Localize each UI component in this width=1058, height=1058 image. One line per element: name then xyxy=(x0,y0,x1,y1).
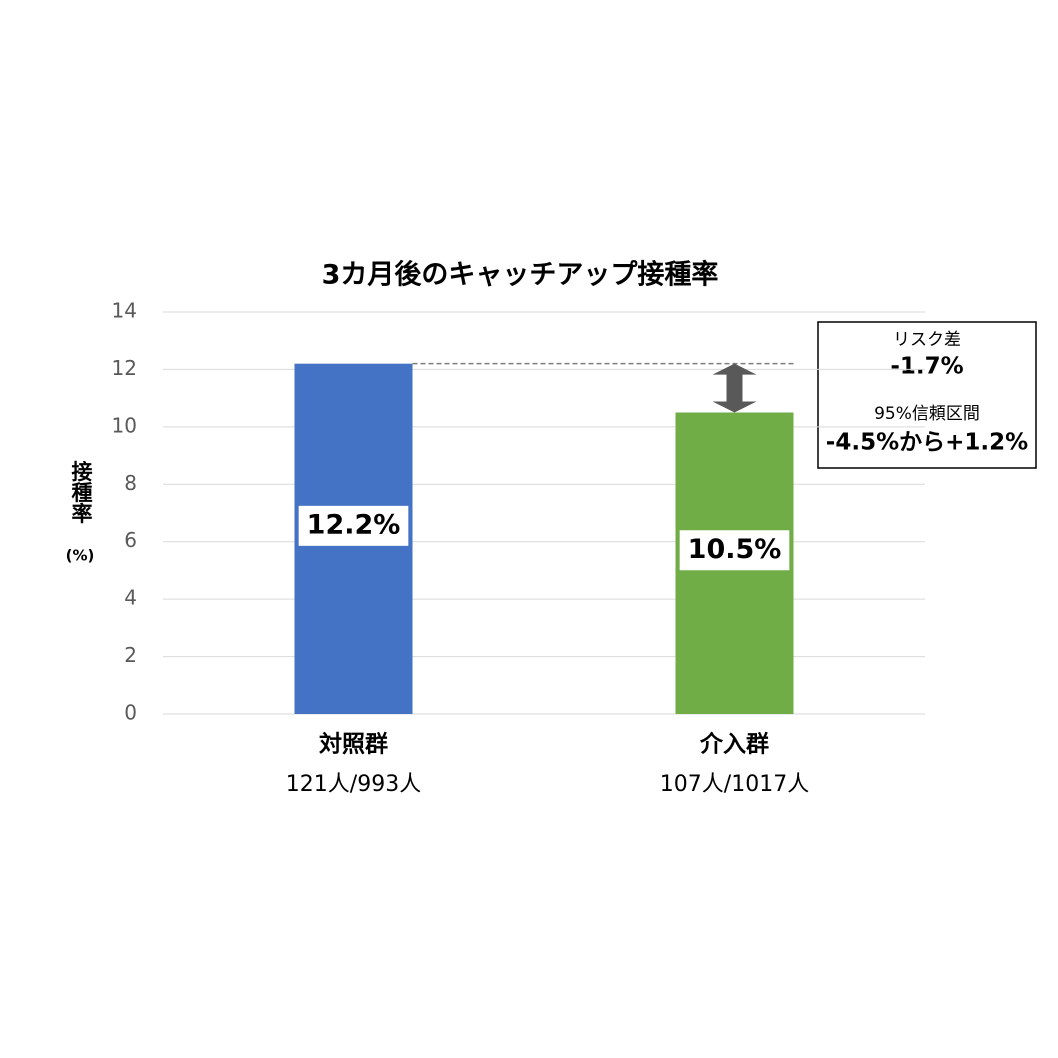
y-tick-label: 4 xyxy=(124,586,137,610)
difference-arrow xyxy=(712,363,757,413)
value-label-box xyxy=(298,505,409,546)
chart-title: 3カ月後のキャッチアップ接種率 xyxy=(322,259,719,291)
value-label-group: 10.5% xyxy=(679,530,790,571)
x-tick-sublabel: 107人/1017人 xyxy=(660,772,809,797)
y-tick-label: 8 xyxy=(124,471,137,495)
x-tick-label: 介入群 xyxy=(699,731,769,758)
y-axis-unit: (%) xyxy=(66,547,95,565)
x-tick-label: 対照群 xyxy=(319,731,388,758)
y-tick-label: 12 xyxy=(112,356,137,380)
annotation-text: -1.7% xyxy=(890,354,963,380)
y-tick-label: 6 xyxy=(124,528,137,552)
y-tick-label: 2 xyxy=(124,643,137,667)
y-axis-label: 接種率 xyxy=(69,461,93,525)
annotation-text: リスク差 xyxy=(893,330,961,350)
value-label: 10.5% xyxy=(688,534,782,565)
value-label-box xyxy=(679,530,790,571)
annotation-text: 95%信頼区間 xyxy=(874,404,980,424)
y-tick-label: 10 xyxy=(112,413,137,437)
annotation-box xyxy=(817,321,1037,469)
y-tick-label: 14 xyxy=(112,299,137,323)
annotation-text: -4.5%から+1.2% xyxy=(826,430,1028,456)
value-label-group: 12.2% xyxy=(298,505,409,546)
y-tick-label: 0 xyxy=(124,701,137,725)
x-tick-sublabel: 121人/993人 xyxy=(286,772,421,797)
value-label: 12.2% xyxy=(307,509,401,540)
